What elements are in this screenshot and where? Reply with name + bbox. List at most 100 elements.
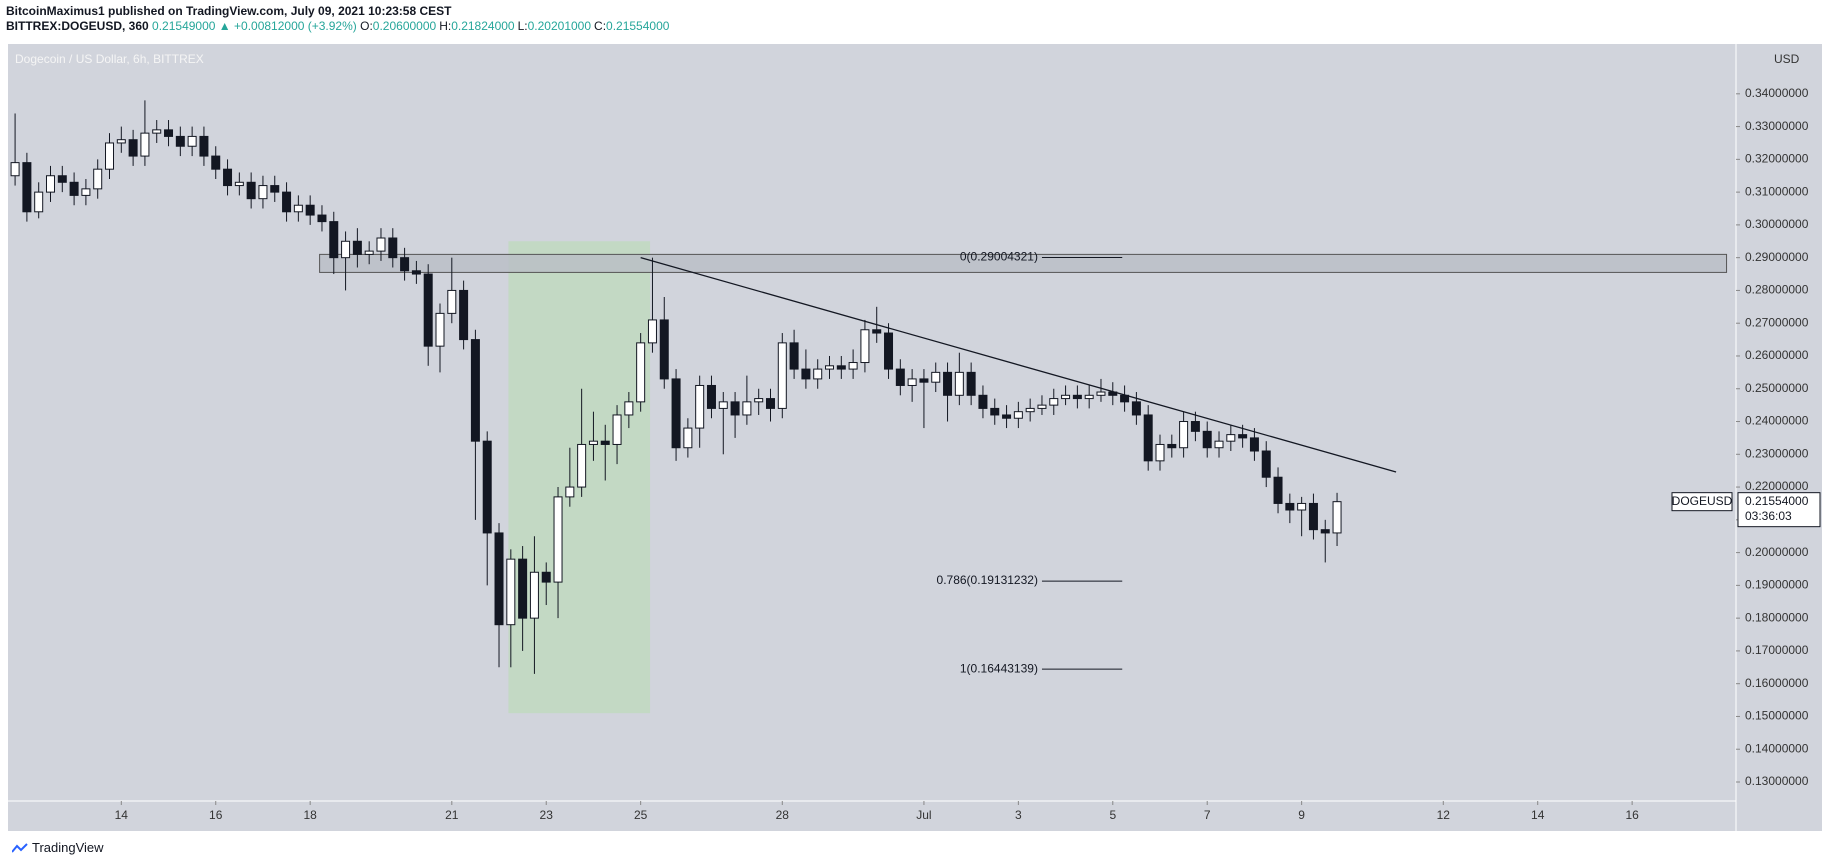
symbol-tag-label: DOGEUSD xyxy=(1672,494,1733,508)
candle-body xyxy=(57,175,67,183)
candle-body xyxy=(742,401,752,416)
x-tick-label: 14 xyxy=(115,808,129,822)
candle-body xyxy=(388,237,398,259)
candle-body xyxy=(175,135,185,147)
candle-body xyxy=(565,486,575,498)
candle-body xyxy=(1131,401,1141,416)
candle-body xyxy=(1332,501,1342,534)
candle-body xyxy=(895,368,905,386)
candle-body xyxy=(152,129,162,134)
candle-body xyxy=(45,175,55,193)
candle-body xyxy=(1249,437,1259,452)
y-tick-label: 0.32000000 xyxy=(1745,152,1809,166)
candle-body xyxy=(1273,476,1283,504)
candle-body xyxy=(258,185,268,200)
candle-body xyxy=(966,371,976,396)
y-tick-label: 0.17000000 xyxy=(1745,643,1809,657)
header: BitcoinMaximus1 published on TradingView… xyxy=(6,4,672,34)
candle-body xyxy=(293,204,303,213)
x-tick-label: 7 xyxy=(1204,808,1211,822)
ohlc-value: 0.20201000 xyxy=(527,19,592,33)
candle-body xyxy=(329,221,339,259)
ohlc-key: L: xyxy=(517,19,528,33)
y-tick-label: 0.30000000 xyxy=(1745,217,1809,231)
candle-body xyxy=(246,181,256,200)
y-tick-label: 0.14000000 xyxy=(1745,741,1809,755)
candle-body xyxy=(105,142,115,170)
candle-body xyxy=(541,571,551,583)
candle-body xyxy=(187,135,197,147)
candle-body xyxy=(282,191,292,213)
candle-body xyxy=(706,384,716,409)
candle-body xyxy=(1285,502,1295,511)
candle-body xyxy=(553,496,563,583)
candle-body xyxy=(978,394,988,409)
candle-body xyxy=(506,558,516,626)
candle-body xyxy=(1061,394,1071,400)
candle-body xyxy=(529,571,539,619)
candle-body xyxy=(907,378,917,386)
author-line: BitcoinMaximus1 published on TradingView… xyxy=(6,4,672,19)
candle-body xyxy=(777,342,787,409)
candle-body xyxy=(411,270,421,275)
candle-body xyxy=(990,407,1000,416)
candle-body xyxy=(270,185,280,193)
fib-label: 1(0.16443139) xyxy=(960,661,1038,675)
candle-body xyxy=(305,204,315,216)
candle-body xyxy=(765,398,775,409)
currency: USD xyxy=(1774,52,1800,66)
candle-body xyxy=(836,365,846,370)
candle-body xyxy=(164,129,174,137)
candle-body xyxy=(400,257,410,272)
ohlc: O:0.20600000 H:0.21824000 L:0.20201000 C:0.… xyxy=(360,19,672,33)
candle-body xyxy=(813,368,823,380)
ohlc-value: 0.21554000 xyxy=(606,19,670,33)
x-tick-label: 14 xyxy=(1531,808,1545,822)
candle-body xyxy=(825,365,835,370)
axis-background xyxy=(1736,44,1822,831)
y-tick-label: 0.26000000 xyxy=(1745,348,1809,362)
candle-body xyxy=(1238,434,1248,439)
x-tick-label: 28 xyxy=(776,808,790,822)
candle-body xyxy=(636,342,646,403)
symbol: BITTREX:DOGEUSD, 360 xyxy=(6,19,149,33)
y-tick-label: 0.34000000 xyxy=(1745,86,1809,100)
candle-body xyxy=(754,398,764,403)
ohlc-key: H: xyxy=(439,19,452,33)
candle-body xyxy=(10,162,20,177)
candle-body xyxy=(1202,430,1212,449)
y-tick-label: 0.31000000 xyxy=(1745,184,1809,198)
change: ▲ +0.00812000 (+3.92%) xyxy=(218,19,357,33)
candle-body xyxy=(223,168,233,187)
y-tick-label: 0.23000000 xyxy=(1745,446,1809,460)
candle-body xyxy=(1072,394,1082,400)
candle-body xyxy=(364,250,374,255)
candle-body xyxy=(81,188,91,196)
candle-body xyxy=(1013,411,1023,419)
candle-body xyxy=(447,289,457,314)
author: BitcoinMaximus1 published on TradingView… xyxy=(6,4,452,18)
candle-body xyxy=(140,132,150,157)
candle-body xyxy=(943,371,953,396)
y-tick-label: 0.27000000 xyxy=(1745,315,1809,329)
x-tick-label: 12 xyxy=(1437,808,1451,822)
candle-body xyxy=(69,181,79,196)
candle-body xyxy=(730,401,740,416)
candle-body xyxy=(459,289,469,341)
fib-label: 0(0.29004321) xyxy=(960,250,1038,264)
y-tick-label: 0.33000000 xyxy=(1745,119,1809,133)
candle-body xyxy=(577,443,587,488)
candle-body xyxy=(931,371,941,383)
x-tick-label: 3 xyxy=(1015,808,1022,822)
y-tick-label: 0.16000000 xyxy=(1745,676,1809,690)
candle-body xyxy=(718,401,728,409)
candle-body xyxy=(352,240,362,255)
x-tick-label: 16 xyxy=(1625,808,1639,822)
candle-body xyxy=(612,414,622,445)
candle-body xyxy=(860,329,870,364)
countdown: 03:36:03 xyxy=(1745,509,1792,523)
candle-body xyxy=(341,240,351,259)
candle-body xyxy=(1002,414,1012,419)
x-tick-label: 5 xyxy=(1109,808,1116,822)
